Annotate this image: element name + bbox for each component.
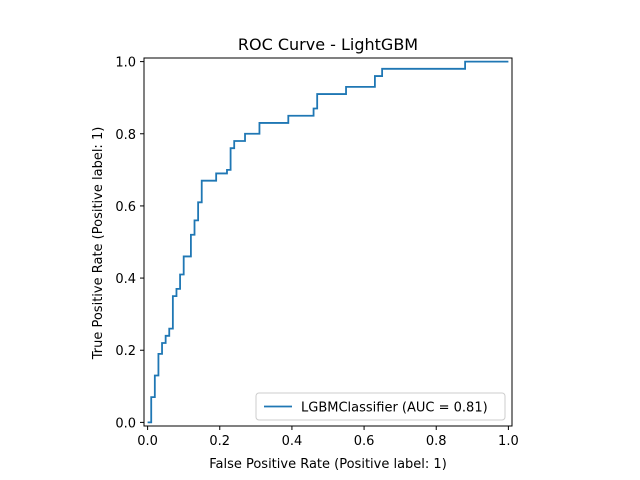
x-axis-label: False Positive Rate (Positive label: 1) — [209, 457, 447, 472]
plot-frame — [143, 57, 513, 427]
x-tick-label-1: 0.2 — [209, 434, 230, 449]
x-tick-label-0: 0.0 — [137, 434, 158, 449]
series-line-0 — [147, 60, 509, 424]
y-tick-label-4: 0.8 — [115, 128, 136, 143]
x-tick-label-4: 0.8 — [426, 434, 447, 449]
plot-area: 0.0 0.2 0.4 0.6 0.8 1.0 0.0 0.2 0.4 0.6 0.8 1.0 — [115, 56, 518, 449]
y-tick-label-5: 1.0 — [115, 56, 136, 71]
y-tick-label-3: 0.6 — [115, 200, 136, 215]
chart-title: ROC Curve - LightGBM — [238, 35, 418, 54]
x-tick-label-3: 0.6 — [354, 434, 375, 449]
legend: LGBMClassifier (AUC = 0.81) — [255, 392, 506, 421]
y-tick-label-0: 0.0 — [115, 416, 136, 431]
x-tick-label-5: 1.0 — [498, 434, 519, 449]
legend-box — [255, 392, 506, 421]
x-tick-label-2: 0.4 — [282, 434, 303, 449]
y-axis-label: True Positive Rate (Positive label: 1) — [91, 127, 106, 361]
legend-label-0: LGBMClassifier (AUC = 0.81) — [301, 401, 488, 416]
y-tick-label-2: 0.4 — [115, 272, 136, 287]
y-tick-label-1: 0.2 — [115, 344, 136, 359]
